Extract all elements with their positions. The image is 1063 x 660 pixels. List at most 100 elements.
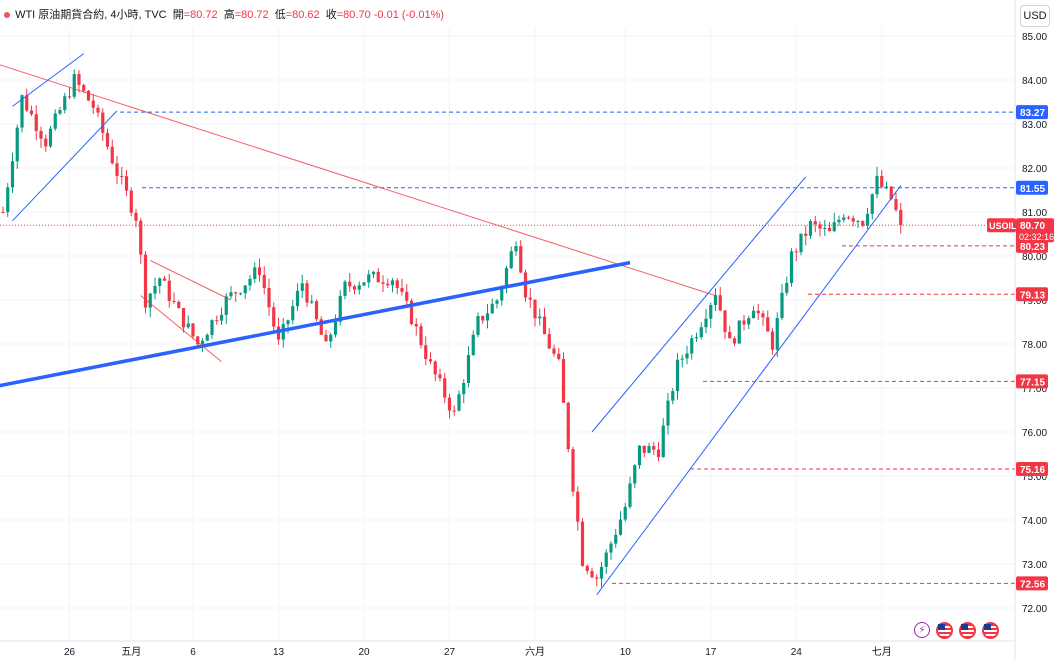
candle-body <box>229 292 233 297</box>
y-tick-label: 81.00 <box>1022 208 1047 219</box>
candle-body <box>780 292 784 319</box>
candle-body <box>267 287 271 308</box>
candle-body <box>732 338 737 344</box>
candle-body <box>44 138 48 147</box>
candle-body <box>96 107 100 113</box>
candle-body <box>471 334 475 356</box>
candle-body <box>243 285 247 294</box>
candle-body <box>856 221 860 223</box>
falling-channel-lower <box>140 295 222 362</box>
price-label-box <box>1016 576 1048 591</box>
candle-body <box>462 382 466 395</box>
candle-body <box>585 565 589 571</box>
candle-body <box>29 110 34 115</box>
candle-body <box>381 282 385 284</box>
candle-body <box>794 251 798 253</box>
candle-body <box>310 301 314 303</box>
candle-body <box>357 285 361 290</box>
candle-body <box>86 90 91 101</box>
legend-close-label: 收 <box>325 9 337 21</box>
candle-body <box>438 374 442 379</box>
candle-body <box>210 320 214 335</box>
candle-body <box>238 293 243 295</box>
candle-body <box>400 288 404 292</box>
candle-body <box>552 348 556 354</box>
candle-body <box>253 267 257 279</box>
candle-body <box>623 506 627 520</box>
candle-body <box>832 222 836 232</box>
y-tick-label: 73.00 <box>1022 560 1047 571</box>
candle-body <box>747 318 751 325</box>
candle-body <box>319 319 323 335</box>
candle-body <box>295 290 300 307</box>
candle-body <box>495 300 499 304</box>
candle-body <box>899 209 903 226</box>
us-flag-icon[interactable] <box>959 622 976 639</box>
candle-body <box>718 295 722 311</box>
candle-body <box>177 301 181 309</box>
candles <box>1 69 903 588</box>
us-flag-icon[interactable] <box>936 622 953 639</box>
candle-body <box>134 212 138 221</box>
price-label-text: 80.23 <box>1020 242 1045 253</box>
candle-body <box>827 227 832 232</box>
candle-body <box>861 221 865 226</box>
candle-body <box>10 161 15 188</box>
price-label-box <box>1016 105 1048 120</box>
candle-body <box>851 218 855 222</box>
x-tick-label: 17 <box>705 647 717 658</box>
candle-body <box>443 378 447 398</box>
candle-body <box>53 113 57 129</box>
candle-body <box>158 278 162 287</box>
candle-body <box>476 316 480 335</box>
candle-body <box>329 334 333 342</box>
candle-body <box>618 519 623 535</box>
candle-body <box>675 359 680 392</box>
x-tick-label: 20 <box>358 647 370 658</box>
candle-body <box>704 318 708 328</box>
x-tick-label: 六月 <box>525 646 545 658</box>
current-price-text: 80.70 <box>1020 221 1045 232</box>
candle-body <box>661 425 665 458</box>
price-level-lines <box>0 111 1015 584</box>
upper-channel-left-high <box>12 53 85 107</box>
price-label-box <box>1016 238 1048 253</box>
candle-body <box>191 323 195 337</box>
candle-body <box>305 283 309 303</box>
candle-body <box>167 280 171 301</box>
candle-body <box>865 213 870 226</box>
candle-body <box>419 326 423 346</box>
price-label-text: 83.27 <box>1020 108 1045 119</box>
y-tick-label: 85.00 <box>1022 32 1047 43</box>
currency-button[interactable]: USD <box>1020 5 1050 27</box>
x-tick-label: 27 <box>444 647 456 658</box>
trendlines[interactable] <box>0 53 902 596</box>
candle-body <box>162 278 167 281</box>
candle-body <box>837 219 841 223</box>
candle-body <box>576 491 580 522</box>
candle-body <box>428 359 433 362</box>
lightning-icon[interactable]: ⚡ <box>914 622 930 638</box>
candle-body <box>262 275 266 288</box>
candle-body <box>395 280 399 289</box>
candle-body <box>547 334 551 349</box>
candle-body <box>519 246 523 273</box>
candle-body <box>804 233 808 236</box>
candle-body <box>614 534 618 544</box>
us-flag-icon[interactable] <box>982 622 999 639</box>
candle-body <box>324 334 328 342</box>
legend-symbol[interactable]: WTI 原油期貨合約, 4小時, TVC <box>15 9 167 21</box>
candle-body <box>557 353 561 360</box>
x-tick-label: 26 <box>64 647 76 658</box>
rising-channel-upper <box>591 176 807 433</box>
candle-body <box>15 127 19 162</box>
price-label-text: 79.13 <box>1020 290 1045 301</box>
candle-body <box>186 323 190 328</box>
candle-body <box>647 446 651 453</box>
candle-body <box>528 297 532 300</box>
x-tick-label: 五月 <box>121 646 141 658</box>
candle-body <box>153 286 157 294</box>
price-label-text: 77.15 <box>1020 377 1045 388</box>
current-price-box <box>1016 218 1054 243</box>
